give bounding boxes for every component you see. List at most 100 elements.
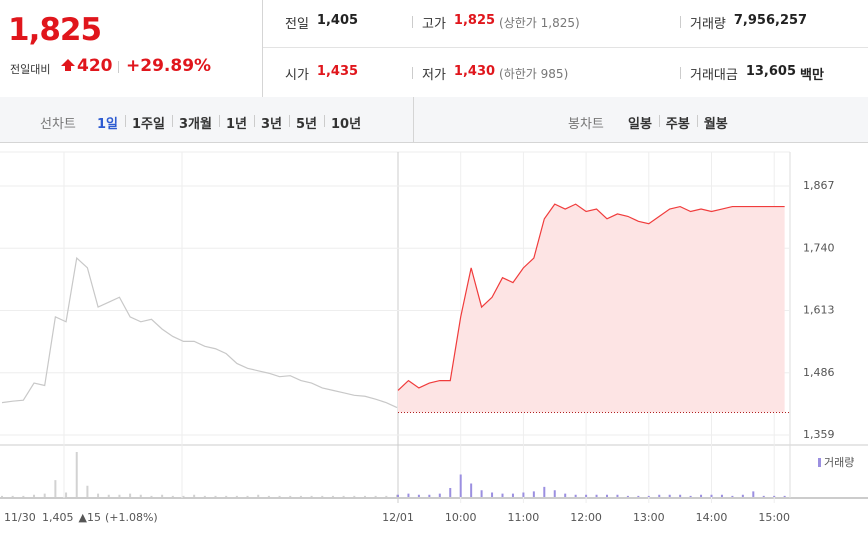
volume-bar — [491, 492, 494, 497]
price: 1,825 — [8, 12, 102, 48]
separator — [696, 115, 698, 127]
volume-bar — [428, 494, 431, 497]
volume-bar — [129, 493, 132, 497]
volume-bar — [438, 493, 441, 497]
tab-bar — [0, 97, 868, 143]
volume-bar — [171, 495, 174, 497]
period-tab[interactable]: 1년 — [225, 117, 247, 132]
volume-bar — [310, 495, 313, 497]
volume-label: 거래량 — [824, 456, 854, 469]
volume-bar — [417, 494, 420, 497]
separator — [658, 115, 660, 127]
volume-bar — [616, 494, 619, 497]
volume-bar — [658, 494, 661, 497]
volume-bar — [97, 493, 100, 497]
volume-bar — [773, 495, 776, 497]
chart: 1,359 1,486 1,613 1,740 1,867 10:00 11:00 12:00… — [0, 151, 868, 524]
volume-bar — [385, 495, 388, 497]
y-tick-label: 1,867 — [803, 179, 835, 192]
info-label: 거래대금 — [690, 68, 738, 83]
volume-bar — [75, 452, 78, 497]
change-rate: +29.89% — [126, 56, 212, 76]
y-tick-label: 1,740 — [803, 241, 835, 254]
volume-bar — [480, 490, 483, 497]
separator — [412, 67, 413, 79]
volume-bar — [720, 494, 723, 497]
x-tick-label: 10:00 — [445, 511, 477, 524]
volume-bar — [470, 483, 473, 497]
volume-bar — [741, 494, 744, 497]
period-tab[interactable]: 10년 — [331, 117, 362, 132]
volume-bar — [363, 495, 366, 497]
info-value: 1,405 — [316, 13, 359, 28]
header: 1,825 전일대비 420 +29.89% — [0, 0, 868, 98]
volume-bar — [86, 485, 89, 497]
volume-bar — [203, 495, 206, 497]
separator — [680, 67, 681, 79]
volume-bar — [752, 491, 755, 497]
volume-bar — [267, 495, 270, 497]
volume-bar — [289, 495, 292, 497]
volume-bar — [182, 495, 185, 497]
info-value: 13,605 — [745, 64, 797, 79]
volume-bar — [700, 494, 703, 497]
volume-bar — [564, 493, 567, 497]
x-tick-label: 14:00 — [696, 511, 728, 524]
volume-bar — [22, 495, 25, 497]
volume-bar — [33, 494, 36, 497]
tab-label: 봉차트 — [568, 117, 604, 132]
info-label: 전일 — [285, 17, 309, 32]
x-tick-label: 12:00 — [570, 511, 602, 524]
volume-bar — [118, 494, 121, 497]
volume-bar — [595, 494, 598, 497]
volume-bar — [65, 492, 68, 497]
volume-bar — [501, 493, 504, 497]
period-tab[interactable]: 일봉 — [628, 117, 652, 132]
volume-bar — [449, 488, 452, 497]
date-label: 12/01 — [382, 511, 414, 524]
y-tick-label: 1,613 — [803, 304, 835, 317]
separator — [412, 16, 413, 28]
volume-bar — [235, 495, 238, 497]
period-tab[interactable]: 5년 — [295, 117, 317, 132]
date-label: 11/30 — [4, 511, 36, 524]
change-label: 전일대비 — [10, 63, 51, 76]
volume-bar — [299, 495, 302, 497]
up-icon — [61, 59, 75, 71]
y-tick-label: 1,359 — [803, 428, 835, 441]
separator — [680, 16, 681, 28]
area-fill — [398, 204, 785, 413]
divider — [262, 0, 263, 97]
period-tab[interactable]: 1주일 — [132, 117, 165, 132]
volume-bar — [783, 495, 786, 497]
volume-bar — [553, 490, 556, 497]
volume-bar — [574, 494, 577, 497]
price-line — [397, 203, 785, 391]
divider — [263, 47, 868, 48]
prev-rate: (+1.08%) — [105, 511, 158, 524]
volume-bar — [522, 492, 525, 497]
volume-bar — [321, 495, 324, 497]
volume-bar — [374, 495, 377, 497]
info-unit: 백만 — [800, 68, 824, 83]
volume-bar — [193, 494, 196, 497]
info-note: (하한가 985) — [499, 67, 569, 81]
period-tab[interactable]: 월봉 — [703, 117, 728, 132]
volume-bar — [532, 491, 535, 497]
volume-bar — [689, 495, 692, 497]
price-line — [1, 256, 398, 409]
period-tab[interactable]: 1일 — [97, 117, 119, 132]
prev-close: 1,405 — [42, 511, 74, 524]
volume-bar — [342, 495, 345, 497]
volume-bar — [353, 495, 356, 497]
info-label: 시가 — [285, 68, 309, 83]
period-tab[interactable]: 3년 — [260, 117, 282, 132]
period-tab[interactable]: 3개월 — [178, 117, 212, 132]
volume-bar — [257, 494, 260, 497]
info-label: 거래량 — [690, 17, 726, 32]
volume-bar — [585, 494, 588, 497]
volume-bar — [637, 495, 640, 497]
volume-bar — [150, 495, 153, 497]
tab-label: 선차트 — [40, 117, 76, 132]
period-tab[interactable]: 주봉 — [665, 117, 690, 132]
